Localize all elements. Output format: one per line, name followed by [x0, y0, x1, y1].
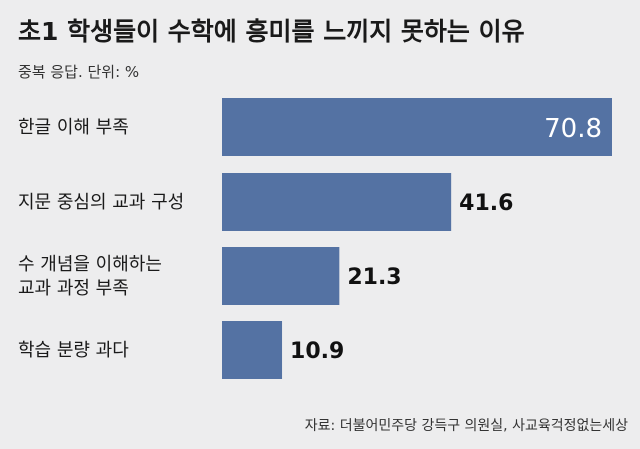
category-label-3-line-1: 수 개념을 이해하는 — [18, 254, 162, 275]
chart-title: 초1 학생들이 수학에 흥미를 느끼지 못하는 이유 — [18, 17, 525, 46]
category-label-3-line-2: 교과 과정 부족 — [18, 278, 129, 299]
value-label-1: 70.8 — [544, 114, 602, 144]
value-label-4: 10.9 — [290, 339, 344, 364]
bar-1 — [222, 98, 612, 156]
chart-source: 자료: 더불어민주당 강득구 의원실, 사교육걱정없는세상 — [305, 418, 628, 434]
category-label-2: 지문 중심의 교과 구성 — [18, 192, 184, 213]
bar-2 — [222, 173, 452, 231]
category-label-1: 한글 이해 부족 — [18, 117, 129, 138]
value-label-2: 41.6 — [459, 191, 513, 216]
bar-4 — [222, 321, 283, 379]
category-label-4: 학습 분량 과다 — [18, 340, 129, 361]
bar-3 — [222, 247, 340, 305]
chart-subtitle: 중복 응답. 단위: % — [18, 63, 139, 81]
value-label-3: 21.3 — [347, 265, 401, 290]
bars-group: 한글 이해 부족 70.8 지문 중심의 교과 구성 41.6 수 개념을 이해하는교과… — [18, 98, 612, 379]
